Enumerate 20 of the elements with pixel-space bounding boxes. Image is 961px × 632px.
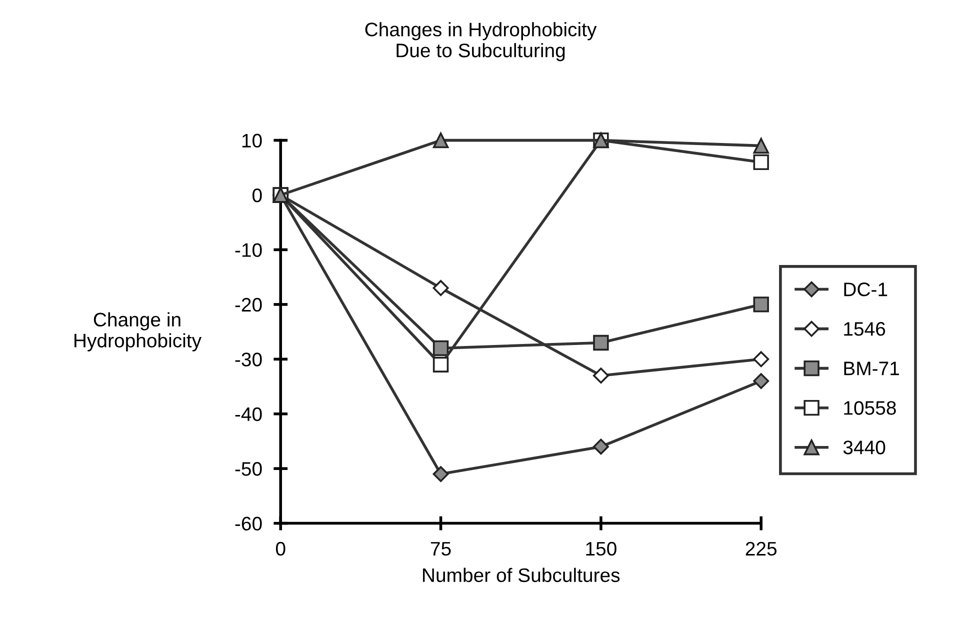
x-tick-label: 75 bbox=[430, 542, 451, 556]
x-axis-title: Number of Subcultures bbox=[423, 568, 620, 582]
y-tick-label: 0 bbox=[252, 188, 262, 202]
y-tick-label: -40 bbox=[235, 407, 262, 422]
y-tick-label: -50 bbox=[235, 462, 262, 476]
x-tick-label: 0 bbox=[276, 542, 286, 556]
y-tick-label: -10 bbox=[235, 243, 262, 257]
legend-label: 1546 bbox=[844, 322, 886, 336]
legend-label: 10558 bbox=[844, 401, 896, 415]
legend-label: DC-1 bbox=[844, 282, 888, 296]
y-tick-label: -20 bbox=[235, 298, 262, 312]
y-tick-label: -60 bbox=[235, 516, 262, 531]
y-tick-label: 10 bbox=[242, 134, 262, 148]
x-tick-label: 225 bbox=[746, 542, 777, 556]
y-tick-label: -30 bbox=[235, 352, 262, 366]
legend-label: 3440 bbox=[843, 440, 886, 454]
chart-title: Changes in Hydrophobicity Due to Subculturing bbox=[365, 22, 597, 62]
legend-label: BM-71 bbox=[844, 362, 899, 376]
x-tick-label: 150 bbox=[586, 542, 616, 556]
y-axis-title: Change in Hydrophobicity bbox=[74, 312, 202, 352]
